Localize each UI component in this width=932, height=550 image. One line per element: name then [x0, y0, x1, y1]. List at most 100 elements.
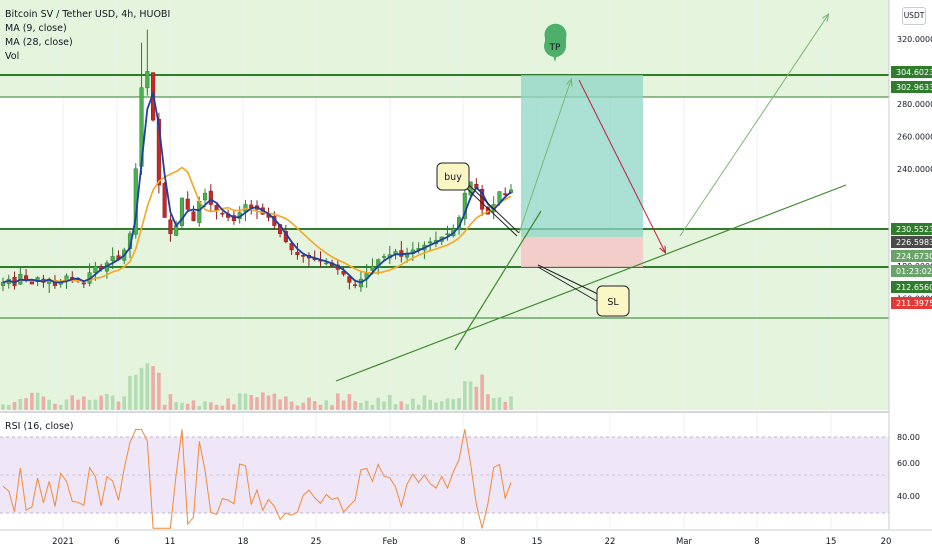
- volume-bar: [220, 405, 225, 410]
- volume-bar: [376, 397, 381, 410]
- volume-bar: [226, 398, 230, 410]
- take-profit-zone: [521, 75, 643, 237]
- volume-bar: [157, 372, 161, 410]
- volume-bar: [70, 395, 75, 410]
- volume-bar: [312, 401, 317, 410]
- candle: [347, 275, 352, 290]
- volume-bar: [116, 401, 121, 410]
- time-axis-label: 18: [238, 537, 249, 547]
- volume-bar: [468, 381, 473, 410]
- projection-arrows: [518, 15, 828, 252]
- volume-bar: [434, 402, 438, 410]
- time-axis-label: 8: [460, 537, 465, 547]
- rsi-axis-ticks: 80.00 60.00 40.00: [897, 433, 920, 501]
- rsi-tick-label: 60.00: [897, 459, 920, 468]
- volume-bar: [24, 398, 28, 410]
- time-axis-label: 8: [754, 537, 759, 547]
- volume-bar: [347, 394, 352, 410]
- ma-9-line: [2, 89, 512, 284]
- time-axis-label: Feb: [382, 537, 397, 547]
- volume-bar: [145, 363, 150, 410]
- time-axis-label: 2021: [52, 537, 74, 547]
- legend-volume[interactable]: Vol: [5, 51, 20, 62]
- stop-loss-zone: [521, 237, 643, 267]
- buy-callout: buy: [436, 162, 520, 237]
- candle: [162, 181, 167, 218]
- volume-bar: [162, 404, 167, 410]
- rsi-legend[interactable]: RSI (16, close): [5, 421, 74, 432]
- volume-bar: [249, 394, 254, 410]
- trendlines: [335, 184, 847, 382]
- svg-text:01:23:02: 01:23:02: [896, 267, 932, 276]
- volume-bar: [266, 395, 271, 410]
- rsi-tick-label: 40.00: [897, 492, 920, 501]
- svg-text:212.6560: 212.6560: [896, 283, 932, 292]
- volume-bar: [364, 400, 369, 410]
- candle: [220, 211, 225, 218]
- time-axis-label: 15: [826, 537, 837, 547]
- volume-bar: [209, 402, 213, 410]
- candle: [191, 205, 196, 222]
- lower-green-zone: [0, 229, 889, 410]
- time-axis-label: 22: [605, 537, 616, 547]
- candle: [208, 184, 213, 211]
- legend-ma-9[interactable]: MA (9, close): [5, 23, 67, 34]
- volume-bar: [428, 399, 432, 410]
- volume-bar: [503, 401, 508, 410]
- volume-bar: [451, 399, 456, 410]
- volume-bar: [151, 366, 155, 410]
- volume-bar: [1, 404, 5, 410]
- symbol-title: Bitcoin SV / Tether USD, 4h, HUOBI: [5, 9, 171, 20]
- volume-bar: [272, 393, 277, 410]
- currency-button[interactable]: USDT: [902, 7, 926, 25]
- price-tag: 304.6023: [891, 66, 932, 78]
- volume-bar: [422, 395, 427, 410]
- candle: [445, 225, 450, 241]
- svg-text:211.3975: 211.3975: [896, 299, 932, 308]
- legend-ma-28[interactable]: MA (28, close): [5, 37, 73, 48]
- volume-bar: [99, 395, 103, 410]
- price-tick-label: 320.0000: [897, 35, 932, 44]
- volume-bars: [1, 363, 513, 410]
- price-tag: 302.9633: [891, 81, 932, 93]
- volume-bar: [382, 401, 386, 410]
- volume-bar: [301, 402, 305, 410]
- candle: [295, 242, 300, 260]
- volume-bar: [260, 392, 265, 410]
- volume-bar: [307, 397, 311, 410]
- volume-bar: [509, 396, 513, 410]
- svg-text:302.9633: 302.9633: [896, 83, 932, 92]
- price-tag: 212.6560: [891, 281, 932, 293]
- volume-bar: [18, 399, 23, 410]
- volume-bar: [53, 403, 57, 410]
- volume-bar: [324, 400, 329, 410]
- volume-bar: [122, 396, 127, 410]
- volume-bar: [405, 404, 409, 410]
- time-axis-label: 11: [165, 537, 176, 547]
- volume-bar: [416, 404, 421, 410]
- volume-bar: [41, 396, 46, 410]
- volume-bar: [6, 404, 11, 410]
- volume-bar: [353, 401, 357, 410]
- volume-bar: [255, 397, 259, 410]
- volume-bar: [474, 386, 479, 410]
- volume-bar: [139, 367, 144, 410]
- volume-bar: [341, 400, 346, 410]
- price-tag: 230.5523: [891, 223, 932, 235]
- rsi-tick-label: 80.00: [897, 433, 920, 442]
- volume-bar: [82, 396, 86, 410]
- volume-bar: [491, 398, 496, 410]
- volume-bar: [128, 375, 132, 410]
- candle: [301, 253, 306, 263]
- volume-bar: [93, 399, 98, 410]
- candle: [289, 241, 294, 256]
- volume-bar: [370, 404, 375, 410]
- volume-bar: [243, 393, 248, 410]
- svg-text:224.6730: 224.6730: [896, 252, 932, 261]
- svg-text:304.6023: 304.6023: [896, 68, 932, 77]
- volume-bar: [278, 399, 282, 410]
- price-tags: 304.6023 302.9633 230.5523 226.5983 224.6730…: [891, 66, 932, 309]
- volume-bar: [133, 374, 138, 410]
- price-tick-label: 260.0000: [897, 132, 932, 141]
